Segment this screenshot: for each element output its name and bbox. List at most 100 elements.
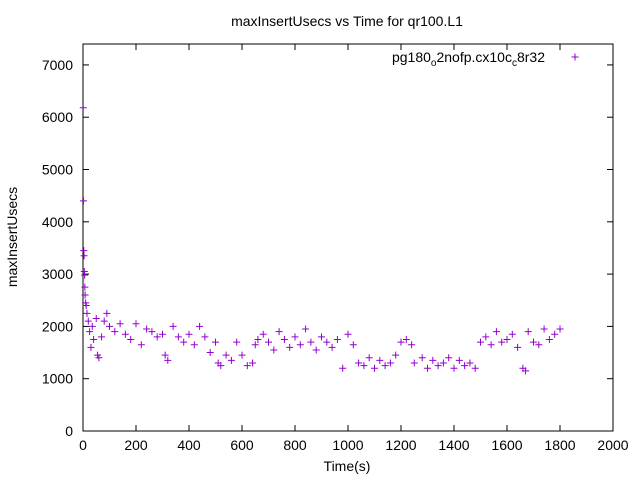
data-point (254, 335, 262, 343)
y-tick-label: 1000 (42, 371, 73, 387)
y-axis: 0 1000 2000 3000 4000 5000 6000 7000 (42, 57, 613, 439)
data-point (471, 364, 479, 372)
data-point (530, 338, 537, 346)
data-point (381, 362, 389, 370)
data-point (259, 330, 267, 338)
data-point (169, 322, 177, 330)
data-point (121, 330, 129, 338)
legend: pg180o2nofp.cx10cc8r32 (392, 49, 579, 69)
data-point (217, 362, 225, 370)
x-axis-title: Time(s) (324, 458, 371, 474)
y-tick-label: 0 (65, 423, 73, 439)
legend-marker (571, 53, 579, 61)
x-tick-label: 1200 (385, 437, 416, 453)
data-point (238, 351, 246, 359)
data-point (477, 338, 484, 346)
data-point (127, 335, 135, 343)
data-point (201, 333, 209, 341)
data-point (402, 335, 410, 343)
data-point (291, 333, 299, 341)
data-point (408, 341, 416, 349)
data-point (545, 335, 553, 343)
data-point (153, 333, 161, 341)
data-point (551, 330, 559, 338)
data-point (185, 330, 193, 338)
data-point (522, 367, 530, 375)
data-point (90, 335, 98, 343)
data-point (445, 354, 453, 362)
data-point (148, 328, 156, 336)
x-axis: 0 200 400 600 800 1000 1200 1400 1600 1800 2000 (79, 44, 629, 453)
data-point (88, 322, 96, 330)
data-point (450, 364, 458, 372)
data-point (164, 356, 172, 364)
data-point (492, 328, 500, 336)
x-tick-label: 2000 (597, 437, 628, 453)
data-point (81, 283, 89, 291)
x-tick-label: 400 (177, 437, 201, 453)
data-point (100, 317, 108, 325)
data-point (498, 338, 506, 346)
data-point (307, 338, 315, 346)
data-point (270, 346, 278, 354)
data-point (302, 325, 310, 333)
data-point (540, 325, 548, 333)
data-point (429, 356, 437, 364)
data-points (79, 104, 564, 375)
data-point (318, 333, 325, 341)
data-point (503, 335, 511, 343)
data-point (190, 341, 198, 349)
x-tick-label: 600 (230, 437, 254, 453)
data-point (312, 346, 320, 354)
data-point (251, 341, 259, 349)
data-point (103, 309, 111, 317)
data-point (349, 341, 357, 349)
data-point (233, 338, 241, 346)
data-point (206, 349, 214, 357)
data-point (286, 343, 294, 351)
data-point (92, 315, 100, 323)
data-point (243, 362, 251, 370)
data-point (111, 328, 119, 336)
data-point (222, 351, 230, 359)
data-point (161, 351, 169, 359)
data-point (410, 359, 418, 367)
data-point (132, 320, 140, 328)
data-point (81, 271, 89, 279)
data-point (386, 359, 394, 367)
data-point (376, 356, 384, 364)
data-point (397, 338, 405, 346)
data-point (439, 359, 447, 367)
data-point (174, 333, 182, 341)
x-tick-label: 0 (79, 437, 87, 453)
data-point (82, 301, 90, 309)
data-point (137, 341, 145, 349)
x-tick-label: 800 (283, 437, 307, 453)
data-point (296, 341, 304, 349)
data-point (328, 343, 336, 351)
data-point (514, 343, 522, 351)
data-point (79, 104, 87, 112)
data-point (344, 330, 352, 338)
data-point (249, 359, 257, 367)
legend-marker-plus (571, 53, 579, 61)
legend-label: pg180o2nofp.cx10cc8r32 (392, 49, 545, 69)
data-point (83, 309, 91, 317)
data-point (81, 291, 89, 299)
data-point (482, 333, 490, 341)
chart-title: maxInsertUsecs vs Time for qr100.L1 (231, 13, 463, 29)
data-point (116, 320, 124, 328)
data-point (508, 330, 516, 338)
data-point (333, 335, 341, 343)
data-point (84, 317, 92, 325)
y-tick-label: 6000 (42, 109, 73, 125)
data-point (355, 359, 363, 367)
data-point (280, 335, 288, 343)
data-point (87, 343, 95, 351)
y-tick-label: 2000 (42, 318, 73, 334)
data-point (424, 364, 431, 372)
data-point (434, 362, 442, 370)
x-tick-label: 1400 (438, 437, 469, 453)
